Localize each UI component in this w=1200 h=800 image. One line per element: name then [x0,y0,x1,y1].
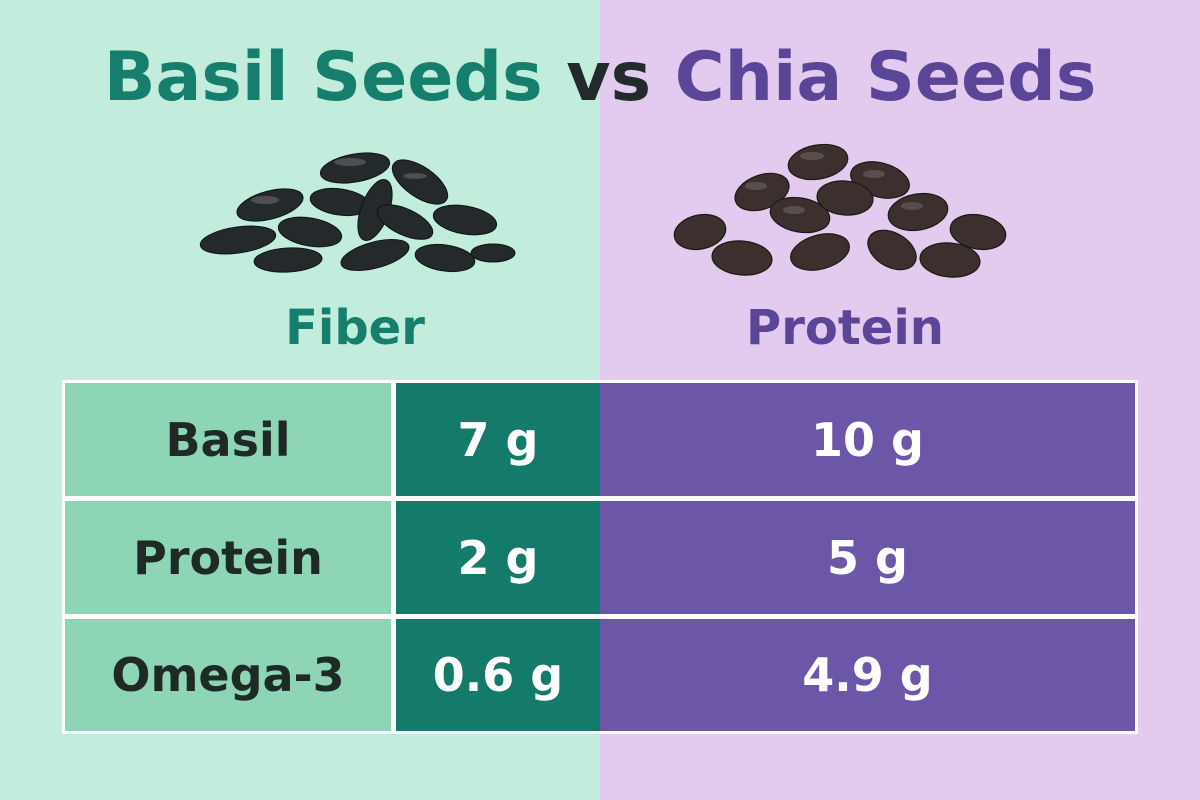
row-label: Omega-3 [65,619,391,731]
title-vs: vs [566,38,652,117]
chia-value-cell: 10 g [600,383,1135,496]
title-basil: Basil Seeds [103,38,543,117]
chia-seeds-pile-icon [673,143,1007,278]
basil-value-cell: 7 g [396,383,600,496]
comparison-table: Basil 7 g 10 g Protein 2 g 5 g Omega-3 0… [62,380,1138,734]
title-chia: Chia Seeds [674,38,1097,117]
row-label: Protein [65,501,391,614]
chia-value-cell: 4.9 g [600,619,1135,731]
basil-value-cell: 2 g [396,501,600,614]
subhead-protein: Protein [746,300,944,356]
row-label: Basil [65,383,391,496]
subhead-fiber: Fiber [285,300,425,356]
basil-value-cell: 0.6 g [396,619,600,731]
chia-value-cell: 5 g [600,501,1135,614]
basil-seeds-pile-icon [199,152,516,273]
page-title: Basil Seeds vs Chia Seeds [0,38,1200,117]
